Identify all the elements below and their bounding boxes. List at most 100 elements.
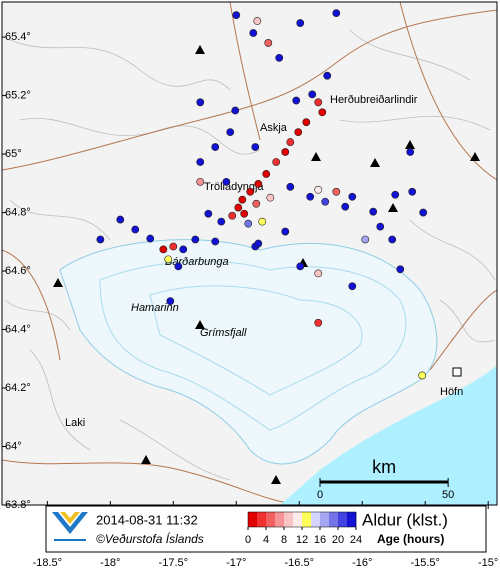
earthquake xyxy=(332,9,341,18)
colorbar-swatch xyxy=(347,512,357,527)
colorbar-tick-label: 4 xyxy=(263,534,269,546)
earthquake xyxy=(246,187,255,196)
x-tick-label: -18.5° xyxy=(33,557,62,569)
earthquake xyxy=(281,227,290,236)
earthquake xyxy=(302,118,311,127)
earthquake xyxy=(406,148,415,156)
earthquake xyxy=(332,187,341,196)
earthquake xyxy=(281,148,290,156)
earthquake xyxy=(286,182,295,191)
earthquake xyxy=(296,262,305,271)
colorbar-subtitle: Age (hours) xyxy=(377,532,444,546)
colorbar-swatch xyxy=(257,512,267,527)
earthquake xyxy=(164,255,173,264)
earthquake xyxy=(296,19,305,27)
y-tick-label: 65.2° xyxy=(5,89,31,101)
earthquake xyxy=(286,138,295,146)
earthquake xyxy=(253,17,262,25)
earthquake xyxy=(249,29,258,37)
earthquake xyxy=(191,235,200,244)
x-tick-label: -16° xyxy=(352,557,372,569)
earthquake xyxy=(254,239,263,248)
earthquake xyxy=(166,297,175,306)
earthquake xyxy=(232,11,241,20)
earthquake xyxy=(348,282,357,291)
logo xyxy=(52,512,88,541)
town-marker xyxy=(452,367,462,377)
earthquake xyxy=(391,190,400,199)
place-label: Askja xyxy=(260,122,288,134)
colorbar-tick-label: 0 xyxy=(245,534,251,546)
colorbar-swatch xyxy=(284,512,294,527)
earthquake xyxy=(226,128,235,137)
earthquake xyxy=(234,203,243,212)
map-frame xyxy=(1,1,498,506)
earthquake xyxy=(318,108,327,117)
colorbar-tick-label: 24 xyxy=(350,534,362,546)
y-tick-label: 64.8° xyxy=(5,206,31,218)
earthquake xyxy=(211,237,220,246)
earthquake xyxy=(169,242,178,251)
earthquake xyxy=(314,98,323,107)
earthquake xyxy=(146,234,155,243)
earthquake xyxy=(308,90,317,99)
earthquake xyxy=(314,269,323,278)
scale-tick-label: 50 xyxy=(442,489,454,501)
earthquake xyxy=(369,207,378,216)
place-label: Grímsfjall xyxy=(200,327,247,339)
earthquake xyxy=(258,217,267,226)
colorbar-swatch xyxy=(248,512,258,527)
earthquake xyxy=(196,158,205,166)
credit: ©Veðurstofa Íslands xyxy=(96,531,204,546)
earthquake xyxy=(388,235,397,244)
place-label: Hamarinn xyxy=(131,302,179,314)
colorbar-swatch xyxy=(338,512,348,527)
earthquake xyxy=(231,106,240,115)
earthquake xyxy=(174,262,183,271)
earthquake xyxy=(116,215,125,224)
earthquake xyxy=(252,199,261,208)
earthquake xyxy=(159,245,168,254)
colorbar-swatch xyxy=(266,512,276,527)
earthquake xyxy=(396,265,405,274)
colorbar-swatch xyxy=(320,512,330,527)
earthquake xyxy=(228,211,237,220)
colorbar-tick-label: 12 xyxy=(296,534,308,546)
earthquake xyxy=(272,158,281,166)
colorbar-tick-label: 16 xyxy=(314,534,326,546)
colorbar-swatch xyxy=(293,512,303,527)
earthquake xyxy=(376,222,385,231)
colorbar-tick-label: 20 xyxy=(332,534,344,546)
earthquake xyxy=(238,195,247,204)
x-tick-label: -16.5° xyxy=(285,557,314,569)
y-tick-label: 64.4° xyxy=(5,323,31,335)
earthquake xyxy=(222,177,231,186)
earthquake xyxy=(217,217,226,226)
earthquake xyxy=(211,143,220,151)
earthquake xyxy=(96,235,105,244)
place-label: Herðubreiðarlindir xyxy=(330,94,418,106)
timestamp: 2014-08-31 11:32 xyxy=(96,512,198,527)
earthquake xyxy=(294,128,303,137)
earthquake xyxy=(264,39,273,47)
x-tick-label: -17.5° xyxy=(159,557,188,569)
earthquake xyxy=(361,235,370,244)
earthquake xyxy=(251,143,260,151)
earthquake xyxy=(314,185,323,194)
earthquake xyxy=(341,202,350,211)
colorbar-title: Aldur (klst.) xyxy=(362,510,448,529)
earthquake xyxy=(254,179,263,188)
earthquake xyxy=(240,209,249,218)
colorbar-swatch xyxy=(329,512,339,527)
y-tick-label: 64° xyxy=(5,440,22,452)
earthquake xyxy=(131,225,140,234)
colorbar-swatch xyxy=(275,512,285,527)
earthquake xyxy=(348,192,357,201)
y-tick-label: 64.6° xyxy=(5,265,31,277)
x-tick-label: -17° xyxy=(226,557,246,569)
earthquake xyxy=(314,318,323,327)
y-tick-label: 65.4° xyxy=(5,31,31,43)
x-tick-label: -15° xyxy=(478,557,498,569)
earthquake xyxy=(275,53,284,62)
